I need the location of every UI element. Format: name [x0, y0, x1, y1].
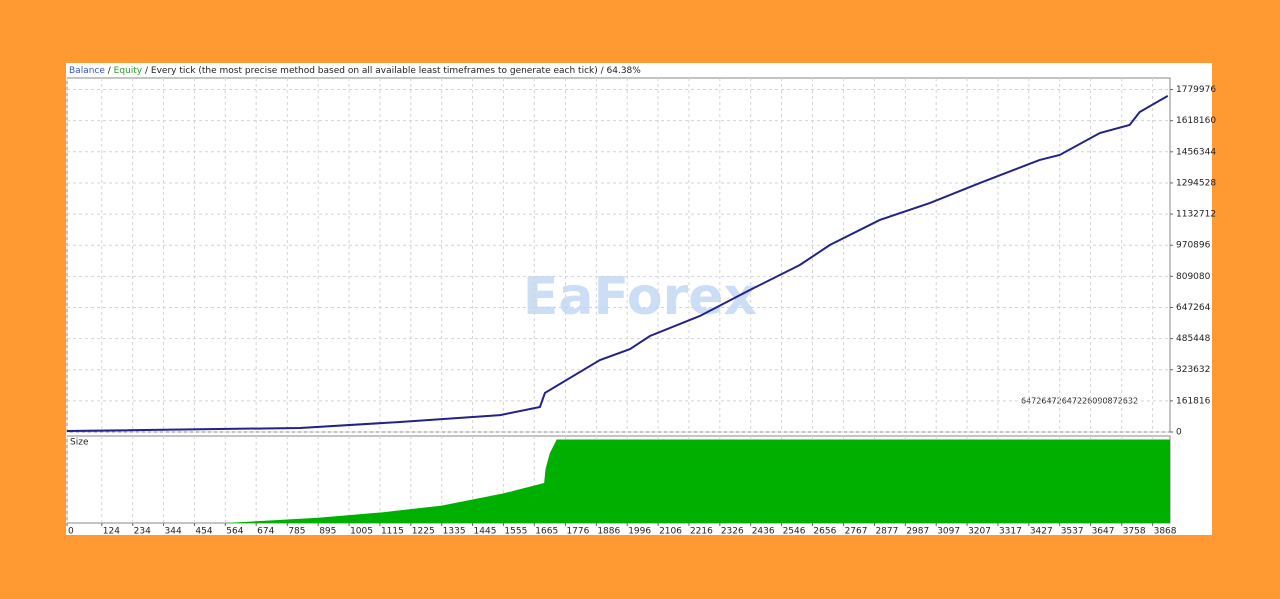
y-tick-label: 647264: [1176, 303, 1211, 313]
x-tick-label: 1445: [474, 527, 497, 537]
x-tick-label: 674: [257, 527, 274, 537]
x-tick-label: 785: [288, 527, 305, 537]
chart-title: Balance / Equity / Every tick (the most …: [69, 66, 641, 76]
x-tick-label: 3207: [968, 527, 991, 537]
y-tick-label: 809080: [1176, 272, 1211, 282]
x-tick-label: 1555: [504, 527, 527, 537]
x-tick-label: 2987: [906, 527, 929, 537]
size-area: [67, 439, 1170, 523]
x-tick-label: 1335: [443, 527, 466, 537]
y-tick-label: 323632: [1176, 365, 1210, 375]
x-tick-label: 2106: [659, 527, 682, 537]
x-tick-label: 3868: [1154, 527, 1177, 537]
x-tick-label: 2546: [783, 527, 806, 537]
y-tick-label: 1294528: [1176, 178, 1216, 188]
x-tick-label: 1225: [412, 527, 435, 537]
x-tick-label: 3097: [937, 527, 960, 537]
x-tick-label: 2767: [845, 527, 868, 537]
watermark: EaForex: [523, 267, 757, 327]
x-tick-label: 234: [134, 527, 151, 537]
x-tick-label: 2656: [813, 527, 836, 537]
x-tick-label: 3317: [999, 527, 1022, 537]
x-tick-label: 3647: [1092, 527, 1115, 537]
x-tick-label: 1776: [566, 527, 589, 537]
title-text: Every tick (the most precise method base…: [151, 66, 641, 76]
separator: /: [142, 66, 151, 76]
legend-equity: Equity: [114, 66, 143, 76]
x-tick-label: 1005: [350, 527, 373, 537]
y-tick-label: 0: [1176, 428, 1182, 438]
y-tick-label: 1618160: [1176, 116, 1216, 126]
x-tick-label: 1996: [628, 527, 651, 537]
x-tick-label: 2216: [690, 527, 713, 537]
legend-balance: Balance: [69, 66, 105, 76]
x-tick-label: 3427: [1030, 527, 1053, 537]
x-tick-label: 124: [103, 527, 120, 537]
y-tick-label: 485448: [1176, 334, 1211, 344]
x-tick-label: 344: [165, 527, 182, 537]
y-tick-label: 970896: [1176, 241, 1211, 251]
x-tick-label: 1886: [597, 527, 620, 537]
y-tick-label: 1456344: [1176, 147, 1216, 157]
y-axis-label: Size: [70, 438, 89, 448]
x-tick-label: 2436: [752, 527, 775, 537]
x-tick-label: 895: [319, 527, 336, 537]
x-tick-label: 1115: [381, 527, 404, 537]
x-tick-label: 1665: [535, 527, 558, 537]
balance-line: [66, 95, 1169, 433]
x-tick-label: 454: [195, 527, 212, 537]
x-tick-label: 2877: [875, 527, 898, 537]
y-tick-label: 161816: [1176, 396, 1211, 406]
y-tick-label: 1779976: [1176, 85, 1216, 95]
y-tick-label: 1132712: [1176, 210, 1216, 220]
annotation: 64726472647226090872632: [1021, 397, 1138, 406]
x-tick-label: 564: [226, 527, 243, 537]
separator: /: [105, 66, 114, 76]
x-tick-label: 3537: [1061, 527, 1084, 537]
x-tick-label: 0: [68, 527, 74, 537]
x-tick-label: 2326: [721, 527, 744, 537]
x-tick-label: 3758: [1123, 527, 1146, 537]
